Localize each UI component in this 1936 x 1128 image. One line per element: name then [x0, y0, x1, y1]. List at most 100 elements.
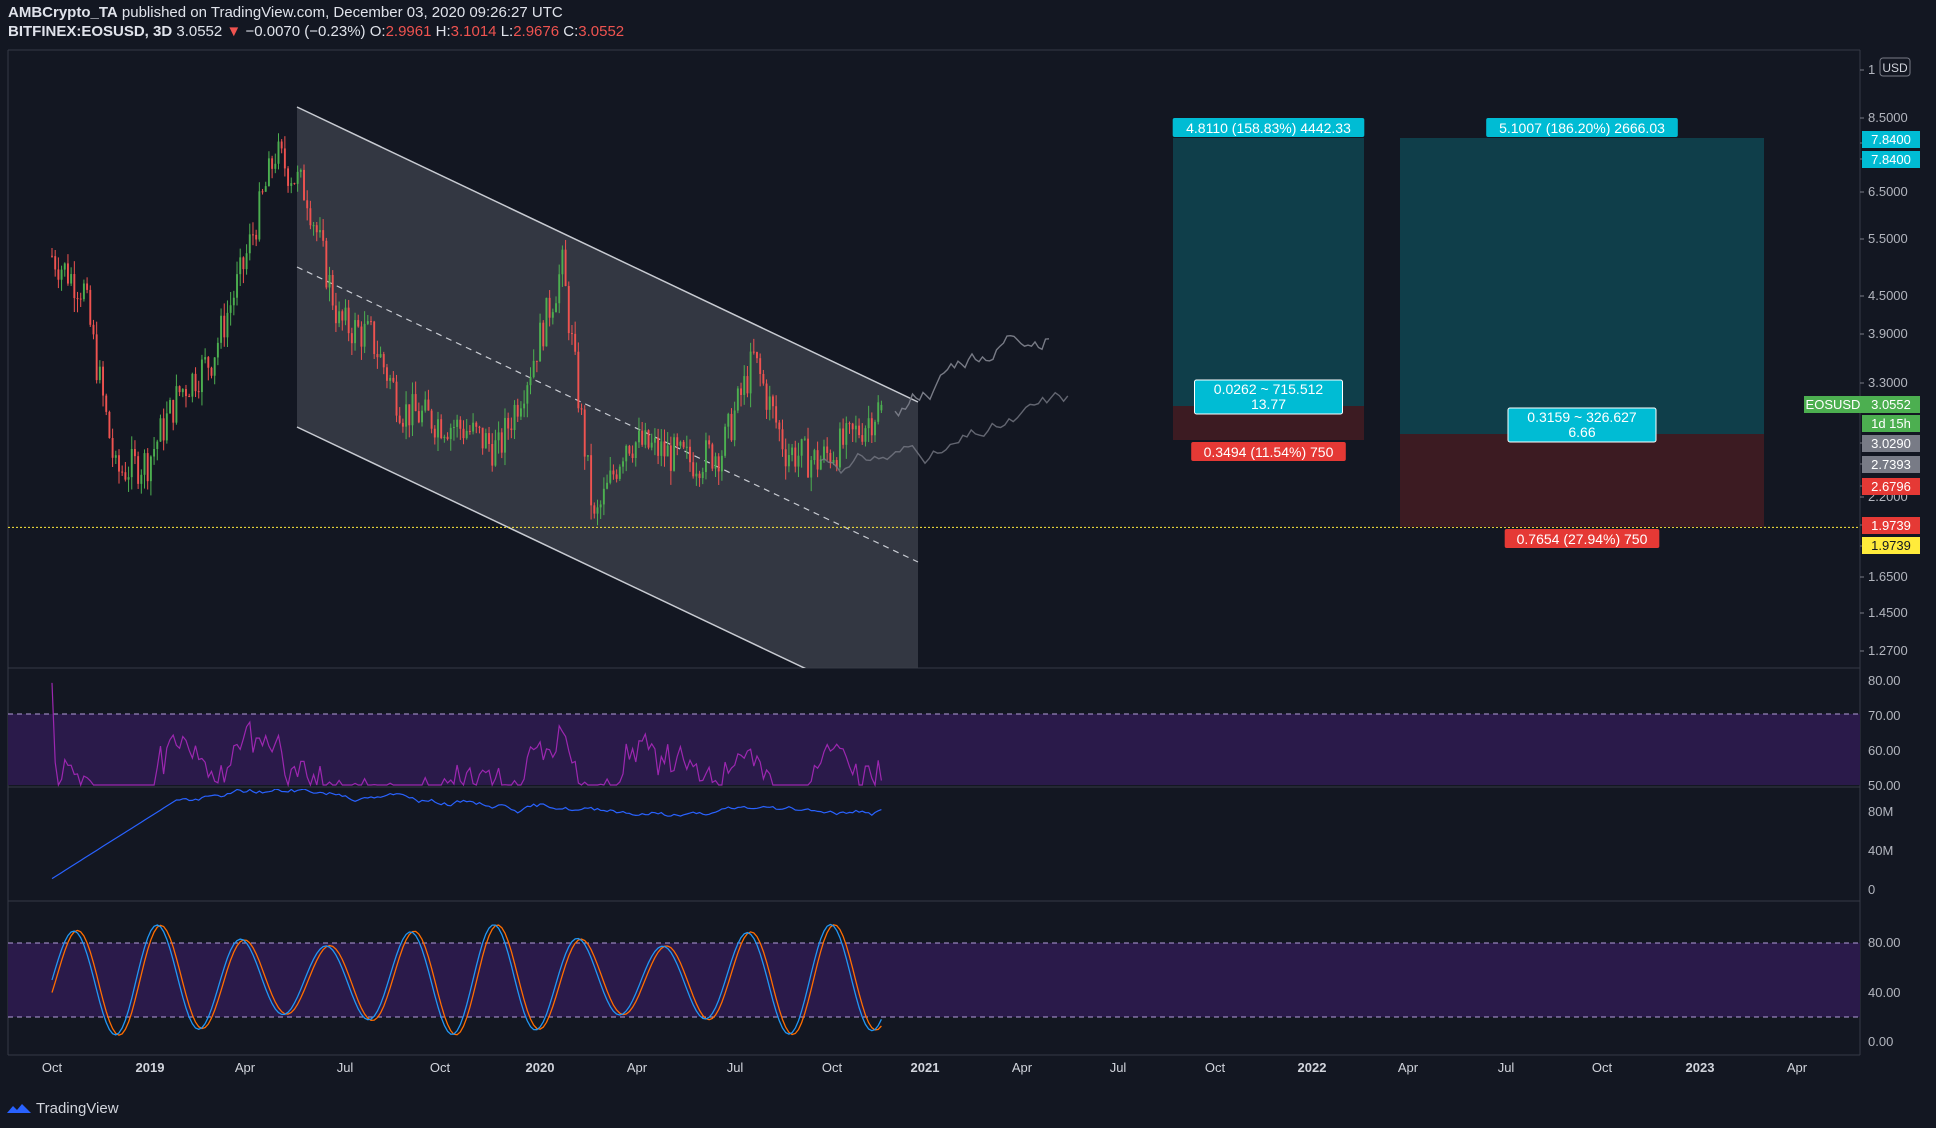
channel-midline — [296, 266, 919, 563]
close-label: C: — [563, 23, 579, 40]
symbol-name[interactable]: BITFINEX:EOSUSD, 3D — [8, 23, 173, 40]
candle-body — [370, 321, 372, 323]
candle-body — [373, 321, 376, 355]
candle-body — [299, 169, 302, 172]
candle-body — [344, 307, 347, 321]
candle-body — [481, 427, 484, 449]
candle-body — [704, 440, 707, 473]
position-target-zone — [1173, 138, 1364, 406]
price-change: −0.0070 (−0.23%) — [245, 23, 366, 40]
candle-body — [539, 322, 542, 362]
candle-body — [328, 274, 331, 288]
candle-body — [593, 505, 596, 514]
price-tick-label: 6.5000 — [1868, 184, 1908, 199]
candle-body — [679, 441, 682, 446]
candle-body — [545, 297, 548, 347]
candle-body — [379, 354, 382, 358]
candle-body — [82, 283, 85, 300]
stoch-band — [8, 943, 1860, 1017]
candle-body — [274, 163, 277, 169]
price-tick-label: 3.3000 — [1868, 375, 1908, 390]
target-label-box — [1172, 118, 1365, 137]
footer-brand[interactable]: TradingView — [6, 1098, 119, 1118]
candle-body — [736, 388, 739, 411]
entry-label: 0.3159 ~ 326.627 — [1527, 409, 1637, 425]
date-tick-label: Oct — [42, 1060, 63, 1075]
candle-body — [657, 437, 660, 456]
candle-body — [118, 455, 120, 472]
price-tag-box — [1862, 456, 1920, 473]
candle-body — [229, 305, 232, 313]
candle-body — [385, 367, 388, 381]
main-pane: 4.8110 (158.83%) 4442.33 0.3494 (11.54%) … — [8, 106, 1860, 668]
candle-body — [162, 418, 165, 441]
candle-body — [689, 446, 691, 463]
candle-body — [519, 408, 522, 417]
candle-body — [701, 472, 704, 479]
candle-body — [768, 396, 771, 410]
candle-body — [500, 432, 503, 453]
candle-body — [360, 326, 363, 347]
date-tick-label: 2021 — [911, 1060, 940, 1075]
price-tag-box — [1862, 131, 1920, 148]
author-name[interactable]: AMBCrypto_TA — [8, 4, 118, 21]
candle-body — [574, 333, 577, 352]
price-tick-label: 1.4500 — [1868, 605, 1908, 620]
date-tick-label: 2019 — [136, 1060, 165, 1075]
candle-body — [870, 418, 873, 436]
candle-body — [497, 432, 500, 441]
candle-body — [507, 417, 510, 429]
date-tick-label: Apr — [1787, 1060, 1808, 1075]
candle-body — [264, 186, 267, 192]
candle-body — [858, 425, 861, 436]
candle-body — [223, 315, 226, 338]
candle-body — [510, 428, 513, 431]
candle-body — [449, 427, 452, 440]
candle-body — [226, 312, 229, 338]
candle-body — [188, 396, 191, 398]
candle-body — [354, 320, 357, 344]
candle-body — [143, 453, 146, 475]
date-tick-label: Jul — [727, 1060, 744, 1075]
candle-body — [558, 274, 561, 304]
candle-body — [529, 377, 532, 386]
stoch-tick-label: 80.00 — [1868, 935, 1901, 950]
candle-body — [220, 315, 223, 343]
open-value: 2.9961 — [385, 23, 432, 40]
candle-body — [338, 311, 341, 324]
candle-body — [851, 423, 854, 430]
candle-body — [535, 360, 538, 362]
candle-body — [108, 411, 111, 439]
candle-body — [708, 440, 711, 445]
stoch-d-line — [51, 924, 882, 1036]
currency-label: USD — [1882, 61, 1908, 75]
candle-body — [612, 470, 615, 475]
candle-body — [261, 191, 264, 193]
candle-body — [832, 460, 835, 464]
candle-body — [628, 445, 631, 454]
entry-label-box — [1507, 407, 1657, 443]
candle-body — [51, 255, 53, 257]
candle-body — [765, 383, 768, 410]
candle-body — [727, 413, 730, 427]
candle-body — [794, 447, 797, 467]
candle-body — [60, 269, 63, 280]
candle-body — [405, 404, 408, 427]
candle-body — [771, 396, 774, 407]
candle-body — [472, 422, 475, 432]
candle-body — [867, 418, 870, 429]
brand-name: TradingView — [36, 1099, 119, 1117]
candle-body — [676, 437, 679, 446]
candle-body — [70, 274, 73, 284]
candle-body — [341, 311, 344, 321]
candle-body — [622, 461, 624, 467]
candle-body — [609, 470, 612, 483]
date-tick-label: Apr — [1398, 1060, 1419, 1075]
candle-body — [204, 357, 207, 360]
stoch-k-line — [51, 923, 882, 1036]
candle-body — [752, 351, 755, 353]
candle-body — [347, 307, 350, 334]
candle-body — [478, 426, 481, 428]
candle-body — [248, 234, 251, 254]
